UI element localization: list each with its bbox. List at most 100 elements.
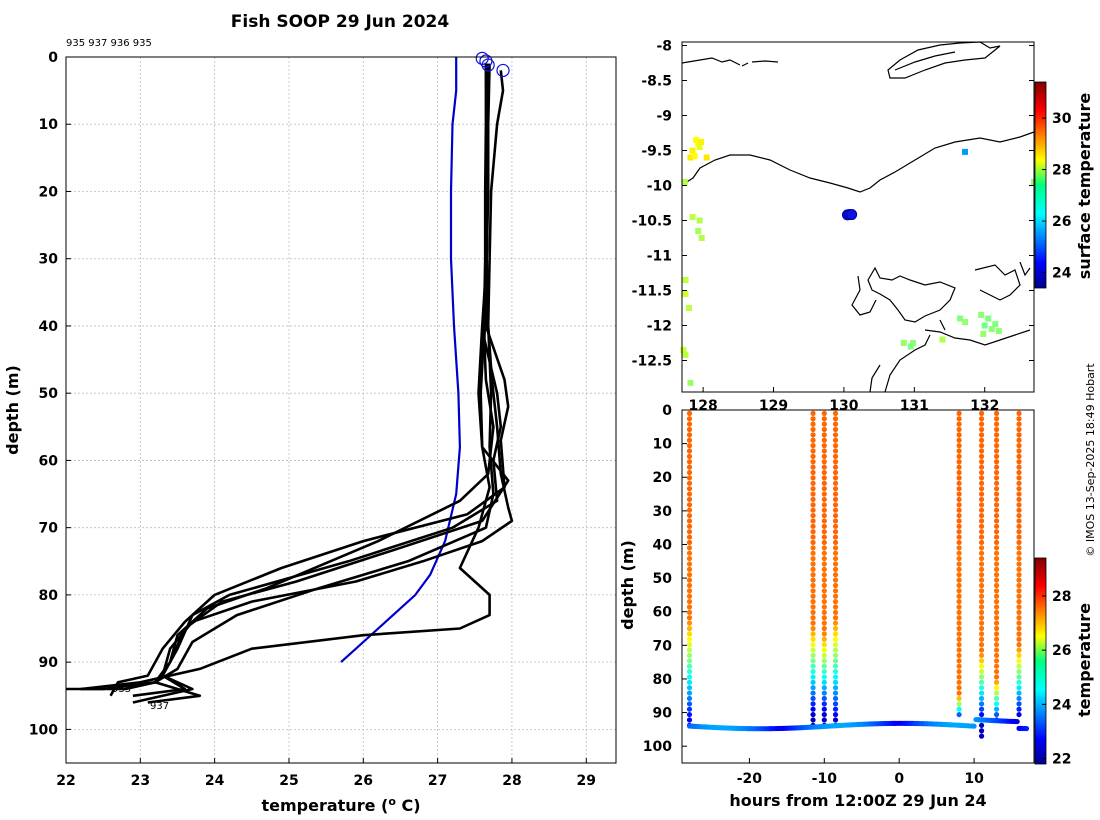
cast-point <box>810 448 816 454</box>
cast-point <box>810 631 816 637</box>
cast-point <box>978 668 985 675</box>
sst-pixel <box>693 137 700 143</box>
cast-point <box>821 512 827 519</box>
cast-point <box>1016 663 1022 669</box>
cast-point <box>686 443 693 449</box>
map-panel: 128 129 130 131 132 -8-8.5-9-9.5-10-10.5-11-… <box>632 39 1094 415</box>
cast-point <box>832 480 839 486</box>
cast-point <box>686 432 693 438</box>
cast-point <box>993 647 1000 653</box>
cast-point <box>686 609 693 615</box>
map-y-ticks: -8 -8.5 -9 -9.5 -10 -10.5 -11 -11.5 -12 -12.5 <box>632 39 1034 370</box>
sst-pixel <box>909 340 916 346</box>
cast-point <box>810 523 816 529</box>
coastline <box>681 41 1035 393</box>
profile-y-ticks: 0 10 20 30 40 50 60 70 80 90 100 <box>29 50 71 738</box>
cast-point <box>810 464 816 470</box>
cast-point <box>686 604 693 610</box>
cast-point <box>810 475 816 481</box>
cast-point <box>993 550 1000 556</box>
time-y-tick-label: 50 <box>653 571 673 587</box>
cast-point <box>993 701 1000 707</box>
cast-point <box>956 545 962 551</box>
y-tick-label: 70 <box>39 521 59 537</box>
cast-point <box>832 437 839 443</box>
cast-point <box>956 631 962 637</box>
sst-pixel <box>939 336 946 343</box>
cast-point <box>956 437 962 443</box>
cast-point <box>832 625 839 632</box>
cast-point <box>821 636 827 642</box>
map-colorbar-tick-label: 26 <box>1052 214 1071 230</box>
sst-pixel <box>691 153 698 160</box>
cast-point <box>978 652 985 659</box>
cast-point <box>1016 550 1022 556</box>
sst-pixel <box>687 154 694 161</box>
cast-point <box>956 443 962 449</box>
cast-point <box>1016 604 1022 610</box>
profile-lines <box>66 57 514 704</box>
cast-point <box>993 459 1000 465</box>
cast-point <box>956 555 962 562</box>
cast-point <box>993 555 1000 562</box>
cast-point <box>956 566 962 572</box>
cast-point <box>1016 588 1022 594</box>
sst-pixel <box>985 315 992 322</box>
cast-point <box>686 577 693 583</box>
series-climatology <box>340 57 461 663</box>
cast-point <box>832 658 839 664</box>
cast-point <box>686 636 693 642</box>
cast-point <box>1016 642 1022 648</box>
surface-marker <box>481 58 495 72</box>
cast-point <box>821 561 827 567</box>
cast-point <box>956 690 962 696</box>
cast-point <box>978 426 985 433</box>
cast-point <box>993 674 1000 680</box>
cast-point <box>686 690 693 696</box>
cast-point <box>832 695 839 702</box>
cast-point <box>993 679 1000 685</box>
y-tick-label: 40 <box>39 319 59 335</box>
cast-point <box>956 410 962 416</box>
cast-point <box>956 706 962 712</box>
cast-point <box>978 733 985 739</box>
cast-point <box>956 593 962 599</box>
sst-pixel <box>900 340 907 346</box>
cast-point <box>956 507 962 513</box>
cast-point <box>810 625 816 632</box>
sst-pixel <box>980 330 987 337</box>
cast-point <box>810 486 816 492</box>
cast-point <box>956 679 962 685</box>
cast-point <box>810 491 816 497</box>
temperature-colorbar-ticks: 22 24 26 28 <box>1042 589 1072 768</box>
cast-point <box>810 459 816 465</box>
cast-point <box>810 609 816 615</box>
cast-point <box>686 658 693 664</box>
cast-point <box>978 416 985 422</box>
cast-point <box>993 410 1000 416</box>
cast-point <box>1016 620 1022 626</box>
time-x-ticks: -20 -10 0 10 <box>737 758 984 787</box>
time-y-tick-label: 40 <box>653 537 673 553</box>
map-y-tick-label: -11 <box>647 249 672 265</box>
cast-point <box>821 593 827 599</box>
cast-point <box>956 453 962 459</box>
y-axis-label: depth (m) <box>3 365 22 455</box>
cast-point <box>821 690 827 696</box>
cast-point <box>810 566 816 572</box>
cast-point <box>978 496 985 503</box>
sst-pixel <box>696 217 703 224</box>
cast-point <box>993 588 1000 594</box>
cast-point <box>821 529 827 535</box>
cast-point <box>832 620 839 626</box>
cast-point <box>821 469 827 476</box>
cast-point <box>993 432 1000 438</box>
cast-point <box>1016 572 1022 578</box>
time-y-tick-label: 70 <box>653 638 673 654</box>
cast-point <box>1016 410 1022 416</box>
cast-point <box>978 615 985 621</box>
cast-point <box>956 674 962 680</box>
time-depth-panel: -20 -10 0 10 0 10 20 30 40 50 60 70 80 90 100 hours f… <box>618 403 1094 810</box>
cast-point <box>821 652 827 659</box>
cast-point <box>956 491 962 497</box>
